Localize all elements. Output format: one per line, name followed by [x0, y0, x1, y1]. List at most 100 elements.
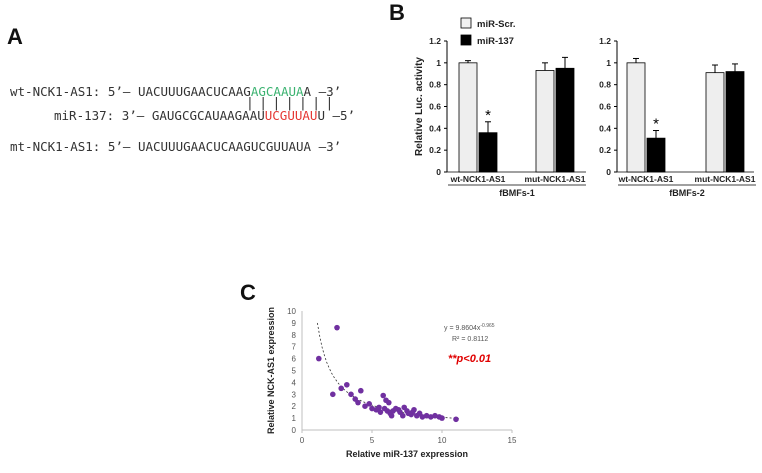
y-tick-label: 9	[292, 319, 297, 328]
y-tick-label: 0	[606, 167, 611, 177]
chart-title: fBMFs-2	[669, 188, 705, 198]
chart-title: fBMFs-1	[499, 188, 535, 198]
legend-swatch-scr	[460, 17, 472, 29]
y-tick-label: 2	[292, 402, 297, 411]
scatter-point	[344, 381, 350, 388]
panel-label-a: A	[7, 24, 23, 49]
y-tick-label: 5	[292, 367, 297, 376]
y-tick-label: 0	[292, 426, 297, 435]
mt-three-prime: –3’	[318, 139, 342, 154]
wt-label: wt-NCK1-AS1:	[10, 84, 101, 99]
bar	[555, 67, 575, 173]
x-tick-label: 5	[370, 436, 375, 445]
scatter-point	[358, 387, 364, 394]
significance-marker: *	[485, 107, 491, 124]
wt-five-prime: 5’–	[107, 84, 131, 99]
legend: miR-Scr. miR-137	[460, 17, 516, 47]
mt-sequence-row: mt-NCK1-AS1: 5’– UACUUUGAACUCAAGUCGUUAUA…	[10, 139, 341, 154]
mir-sequence-row: miR-137: 3’– GAUGCGCAUAAGAAUUCGUUAUU –5’	[54, 108, 355, 123]
scatter-point	[338, 385, 345, 392]
mir-seq-pre: GAUGCGCAUAAGAAU	[151, 108, 265, 123]
category-label: wt-NCK1-AS1	[450, 174, 506, 184]
y-axis-label: Relative NCK-AS1 expression	[266, 307, 276, 434]
mt-seq: UACUUUGAACUCAAGUCGUUAUA	[137, 139, 312, 154]
y-tick-label: 0.8	[429, 80, 441, 90]
mt-five-prime: 5’–	[107, 139, 131, 154]
bar	[725, 71, 745, 173]
scatter-point	[386, 399, 392, 406]
panel-label-b: B	[389, 0, 405, 25]
scatter-point	[432, 412, 438, 419]
wt-seq-post: A	[303, 84, 312, 99]
x-tick-label: 15	[508, 436, 517, 445]
bar	[478, 132, 498, 173]
y-tick-label: 8	[292, 331, 297, 340]
scatter-point	[334, 324, 340, 331]
y-tick-label: 0.4	[429, 123, 441, 133]
y-tick-label: 7	[292, 343, 297, 352]
y-tick-label: 0.4	[599, 123, 611, 133]
r-squared: R² = 0.8112	[452, 336, 488, 343]
y-tick-label: 1.2	[429, 36, 441, 46]
legend-label-mir: miR-137	[477, 36, 514, 47]
wt-three-prime: –3’	[318, 84, 342, 99]
scatter-point	[400, 412, 406, 419]
scatter-point	[436, 414, 443, 420]
mir-five-prime: –5’	[332, 108, 356, 123]
y-tick-label: 10	[287, 307, 296, 316]
scatter-point	[381, 405, 388, 412]
y-tick-label: 3	[292, 390, 297, 399]
bar	[705, 72, 725, 173]
wt-seq-pre: UACUUUGAACUCAAG	[137, 84, 251, 99]
y-tick-label: 1.2	[599, 36, 611, 46]
x-tick-label: 10	[438, 436, 447, 445]
scatter-point	[362, 403, 368, 410]
bar	[646, 137, 666, 173]
category-label: mut-NCK1-AS1	[525, 174, 586, 184]
scatter-point	[348, 391, 354, 398]
fit-exponent: -0.965	[480, 323, 494, 329]
scatter-chart: 0 1 2 3 4 5 6 7 8 9 10 0 5 10 15 y = 9.8604x-0.965 R² = …	[266, 307, 517, 459]
scatter-point	[453, 416, 459, 423]
mir-seq-post: U	[317, 108, 325, 123]
fit-equation: y = 9.8604x-0.965	[444, 323, 495, 332]
pairing-lines: | | | | | | |	[246, 96, 333, 111]
bar-chart-fbmfs-2: 0 0.2 0.4 0.6 0.8 1 1.2 * wt-NCK1-AS1 mut-NCK1-AS…	[599, 36, 756, 198]
legend-swatch-mir	[460, 34, 472, 46]
mir-label: miR-137:	[54, 108, 115, 123]
y-tick-label: 1	[436, 58, 441, 68]
wt-seq-seed: AGCAAUA	[250, 84, 304, 99]
bar	[458, 62, 478, 173]
scatter-point	[376, 404, 382, 411]
y-tick-label: 0.2	[599, 145, 611, 155]
y-tick-label: 6	[292, 355, 297, 364]
mir-seq-seed: UCGUUAU	[264, 108, 318, 123]
scatter-point	[330, 391, 336, 398]
y-tick-label: 0.6	[599, 102, 611, 112]
mt-label: mt-NCK1-AS1:	[10, 139, 101, 154]
scatter-point	[316, 355, 322, 362]
wt-sequence-row: wt-NCK1-AS1: 5’– UACUUUGAACUCAAGAGCAAUAA…	[10, 84, 341, 99]
legend-label-scr: miR-Scr.	[477, 19, 516, 30]
scatter-point	[388, 412, 395, 419]
bar	[535, 70, 555, 173]
scatter-point	[428, 414, 434, 420]
bar-chart-fbmfs-1: 0 0.2 0.4 0.6 0.8 1 1.2 * wt-NCK1-AS1 mut-NCK1-AS…	[414, 36, 586, 198]
scatter-point	[366, 401, 373, 407]
scatter-point	[423, 412, 430, 419]
y-tick-label: 0.8	[599, 80, 611, 90]
significance-marker: *	[653, 116, 659, 133]
mir-three-prime: 3’–	[121, 108, 145, 123]
category-label: mut-NCK1-AS1	[695, 174, 756, 184]
y-axis-label: Relative Luc. activity	[414, 57, 425, 156]
scatter-point	[409, 409, 416, 415]
y-tick-label: 1	[292, 414, 297, 423]
bar	[626, 62, 646, 173]
y-tick-label: 0.2	[429, 145, 441, 155]
scatter-point	[380, 392, 387, 399]
scatter-point	[369, 405, 375, 412]
y-tick-label: 0	[436, 167, 441, 177]
panel-label-c: C	[240, 280, 256, 305]
y-tick-label: 1	[606, 58, 611, 68]
